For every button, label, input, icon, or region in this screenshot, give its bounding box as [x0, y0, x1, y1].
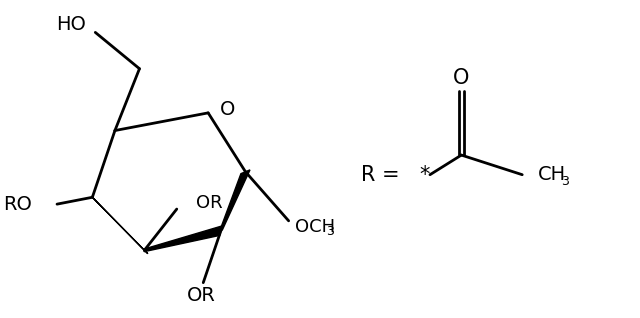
- Text: 3: 3: [561, 175, 570, 188]
- Text: *: *: [419, 165, 429, 185]
- Text: HO: HO: [56, 15, 86, 34]
- Text: OR: OR: [196, 194, 223, 212]
- Polygon shape: [144, 226, 222, 252]
- Text: RO: RO: [3, 195, 31, 214]
- Polygon shape: [220, 170, 250, 231]
- Text: R =: R =: [360, 165, 399, 185]
- Text: CH: CH: [538, 165, 566, 184]
- Text: OR: OR: [187, 286, 216, 305]
- Polygon shape: [92, 196, 148, 254]
- Text: OCH: OCH: [294, 218, 335, 236]
- Text: O: O: [453, 67, 470, 87]
- Text: O: O: [220, 100, 236, 120]
- Text: 3: 3: [326, 225, 334, 238]
